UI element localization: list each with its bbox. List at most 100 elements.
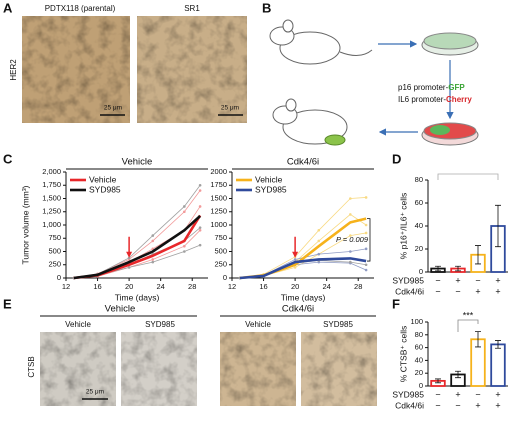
individual-point — [364, 268, 368, 272]
error-bar — [475, 245, 481, 265]
error-bar — [455, 370, 461, 379]
error-bar — [495, 204, 501, 248]
y-tick-label: 100 — [410, 317, 423, 326]
dish — [421, 32, 479, 56]
stain-label: HER2 — [9, 59, 18, 81]
x-tick-label: 20 — [125, 282, 133, 291]
individual-point — [349, 234, 352, 237]
y-tick-label: 750 — [214, 233, 227, 242]
individual-point — [183, 244, 186, 248]
annotation: *** — [463, 310, 474, 320]
individual-line — [73, 230, 201, 279]
panel-label: A — [3, 0, 13, 15]
y-tick-label: 500 — [48, 246, 61, 255]
panel-label: E — [3, 296, 12, 311]
significance-bracket — [457, 319, 479, 332]
individual-point — [364, 223, 368, 227]
treatment-arrow-head — [126, 251, 133, 258]
y-tick-label: 1500 — [210, 193, 227, 202]
text-part: p16 promoter- — [398, 83, 449, 92]
individual-point — [198, 205, 202, 208]
condition-sign: − — [435, 389, 440, 399]
condition-sign: + — [455, 389, 460, 399]
condition-sign: + — [455, 275, 460, 285]
text-part: IL6 promoter- — [398, 95, 446, 104]
y-tick-label: 1250 — [210, 207, 227, 216]
y-tick-label: 60 — [415, 198, 423, 207]
individual-point — [151, 258, 155, 261]
y-tick-label: 0 — [223, 273, 227, 282]
individual-point — [317, 239, 321, 243]
individual-point — [293, 258, 297, 261]
significance-bracket — [367, 218, 371, 262]
condition-name: Cdk4/6i — [395, 400, 424, 410]
legend-label: Vehicle — [89, 174, 117, 184]
individual-point — [151, 234, 155, 237]
mouse — [272, 98, 348, 146]
ihc-image — [220, 332, 296, 406]
image-label: Vehicle — [245, 320, 271, 329]
ihc-image — [121, 332, 197, 406]
condition-sign: + — [495, 400, 500, 410]
individual-point — [349, 250, 352, 253]
mouse — [269, 19, 373, 65]
y-tick-label: 1,500 — [42, 193, 61, 202]
x-tick-label: 16 — [259, 282, 267, 291]
individual-point — [151, 239, 155, 243]
y-tick-label: 250 — [48, 260, 61, 269]
x-tick-label: 20 — [291, 282, 299, 291]
individual-point — [317, 229, 321, 232]
individual-point — [127, 266, 131, 269]
x-axis-label: Time (days) — [281, 292, 326, 302]
y-tick-label: 60 — [415, 343, 423, 352]
individual-point — [183, 205, 186, 208]
y-tick-label: 2000 — [210, 167, 227, 176]
individual-point — [198, 229, 202, 232]
error-bar — [455, 265, 461, 272]
individual-point — [293, 266, 297, 269]
image-title: PDTX118 (parental) — [45, 4, 116, 13]
individual-point — [364, 196, 368, 199]
individual-point — [364, 263, 368, 267]
condition-sign: − — [455, 286, 460, 296]
y-tick-label: 750 — [48, 233, 61, 242]
error-bar — [435, 378, 441, 384]
ihc-image — [137, 16, 247, 123]
condition-sign: + — [475, 286, 480, 296]
y-tick-label: 1,000 — [42, 220, 61, 229]
y-axis-label: Tumor volume (mm³) — [20, 185, 30, 264]
scale-bar-label: 25 μm — [221, 105, 239, 112]
group-title: Cdk4/6i — [282, 304, 314, 315]
error-bar — [435, 265, 441, 272]
image-label: SYD985 — [145, 320, 175, 329]
image-label: SYD985 — [323, 320, 353, 329]
condition-sign: − — [455, 400, 460, 410]
individual-point — [183, 210, 186, 214]
y-axis-label: % p16⁺/IL6⁺ cells — [398, 193, 408, 260]
individual-point — [151, 260, 155, 264]
individual-point — [317, 252, 321, 256]
condition-sign: − — [435, 286, 440, 296]
y-tick-label: 80 — [415, 330, 423, 339]
image-title: SR1 — [184, 4, 200, 13]
panel-label: F — [392, 296, 400, 311]
ihc-image — [40, 332, 116, 406]
x-tick-label: 28 — [354, 282, 362, 291]
individual-point — [349, 260, 352, 264]
y-tick-label: 20 — [415, 368, 423, 377]
x-axis-label: Time (days) — [115, 292, 160, 302]
y-tick-label: 0 — [419, 267, 423, 276]
y-tick-label: 1,250 — [42, 207, 61, 216]
condition-sign: − — [435, 400, 440, 410]
y-tick-label: 250 — [214, 260, 227, 269]
error-bar — [495, 340, 501, 349]
chart-title: Cdk4/6i — [287, 157, 319, 168]
y-tick-label: 1000 — [210, 220, 227, 229]
y-tick-label: 1,750 — [42, 180, 61, 189]
condition-sign: + — [495, 389, 500, 399]
individual-point — [364, 247, 368, 251]
y-tick-label: 40 — [415, 355, 423, 364]
chart-title: Vehicle — [122, 157, 153, 168]
panel-label: B — [262, 0, 271, 15]
